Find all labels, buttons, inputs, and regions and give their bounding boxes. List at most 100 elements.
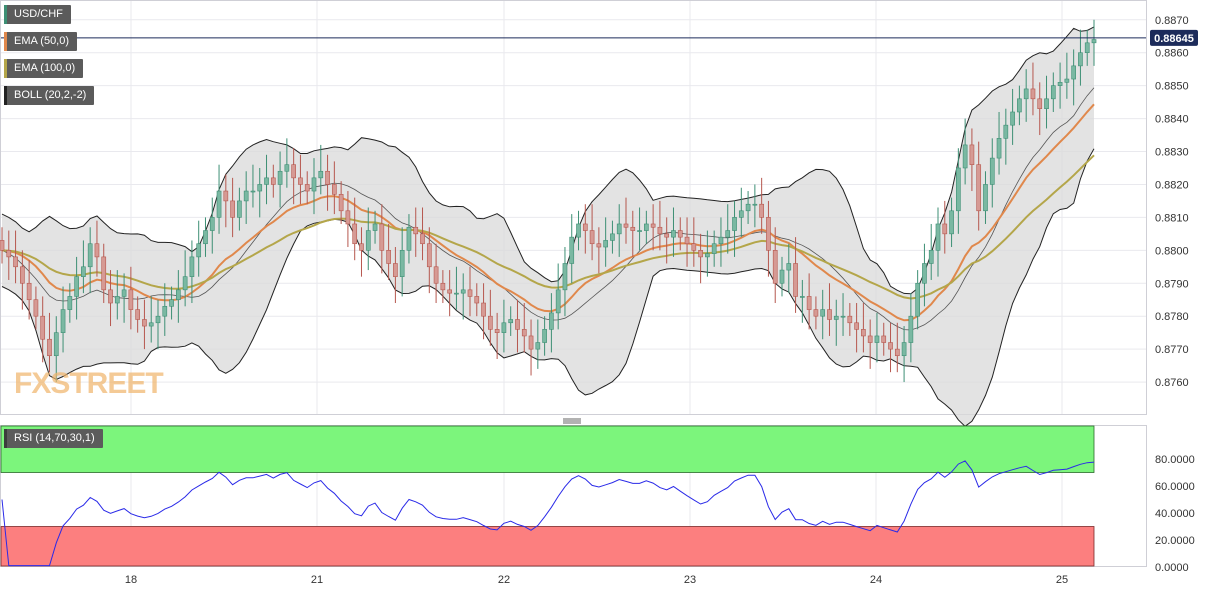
candle-body xyxy=(467,289,473,297)
candle-body xyxy=(935,223,941,251)
candle-body xyxy=(87,243,93,268)
candle-body xyxy=(922,263,927,284)
candle-body xyxy=(406,226,412,251)
candle-body xyxy=(359,243,364,251)
panel-resize-handle[interactable] xyxy=(562,418,582,424)
candle-body xyxy=(861,329,866,337)
y-tick-label: 0.8860 xyxy=(1155,48,1189,60)
legend-rsi[interactable]: RSI (14,70,30,1) xyxy=(4,429,103,448)
candle-body xyxy=(1050,85,1056,100)
candle-body xyxy=(47,338,52,357)
candle-body xyxy=(352,223,358,245)
candle-body xyxy=(332,184,337,195)
candle-body xyxy=(1017,98,1022,113)
candle-body xyxy=(67,296,73,310)
candle-body xyxy=(610,233,615,241)
legend-swatch xyxy=(4,32,7,51)
candle-body xyxy=(766,217,771,251)
candle-body xyxy=(901,342,907,357)
legend-swatch xyxy=(4,429,7,448)
legend-ema50[interactable]: EMA (50,0) xyxy=(4,32,78,51)
candle-body xyxy=(711,243,717,254)
candle-body xyxy=(637,230,642,232)
candle-body xyxy=(237,200,242,218)
legend-label: EMA (100,0) xyxy=(14,62,76,74)
legend-swatch xyxy=(4,5,7,24)
candle-body xyxy=(74,276,79,297)
candle-body xyxy=(745,203,751,212)
candle-body xyxy=(840,315,846,318)
candle-body xyxy=(1084,42,1090,53)
candle-body xyxy=(426,243,432,268)
legend-boll[interactable]: BOLL (20,2,-2) xyxy=(4,86,95,105)
candle-body xyxy=(671,230,676,238)
candle-body xyxy=(732,217,737,231)
candle-body xyxy=(108,289,113,304)
candle-body xyxy=(169,299,174,307)
candle-body xyxy=(433,266,439,284)
candle-body xyxy=(589,230,595,245)
candle-body xyxy=(101,256,107,291)
candle-body xyxy=(677,230,683,238)
rsi-y-tick-label: 60.0000 xyxy=(1155,481,1195,493)
candle-body xyxy=(1037,98,1043,109)
candle-body xyxy=(6,250,12,258)
candle-body xyxy=(114,296,120,304)
y-tick-label: 0.8870 xyxy=(1155,15,1189,27)
candle-body xyxy=(345,210,351,225)
candle-body xyxy=(1071,65,1076,80)
candle-body xyxy=(576,223,581,238)
candle-body xyxy=(786,263,792,271)
candle-body xyxy=(372,223,378,231)
bollinger-fill xyxy=(2,26,1094,427)
candle-body xyxy=(494,329,500,333)
candle-body xyxy=(20,266,25,284)
candle-body xyxy=(196,243,202,258)
candle-body xyxy=(867,335,873,343)
candle-body xyxy=(582,223,588,231)
x-tick-label: 23 xyxy=(684,574,696,586)
candle-body xyxy=(596,243,602,248)
candle-body xyxy=(623,223,629,228)
candle-body xyxy=(304,184,310,192)
y-tick-label: 0.8820 xyxy=(1155,179,1189,191)
legend-ema100[interactable]: EMA (100,0) xyxy=(4,59,84,78)
rsi-y-tick-label: 80.0000 xyxy=(1155,454,1195,466)
candle-body xyxy=(142,319,147,327)
candle-body xyxy=(481,302,486,317)
legend-symbol[interactable]: USD/CHF xyxy=(4,5,71,24)
candle-body xyxy=(508,319,514,324)
candle-body xyxy=(60,309,66,333)
rsi-y-tick-label: 40.0000 xyxy=(1155,508,1195,520)
candle-body xyxy=(318,170,324,179)
candle-body xyxy=(827,309,832,320)
candle-body xyxy=(562,263,568,291)
candle-body xyxy=(684,236,690,245)
candle-body xyxy=(413,226,419,235)
candle-body xyxy=(1030,88,1036,100)
y-tick-label: 0.8810 xyxy=(1155,212,1189,224)
candle-body xyxy=(555,289,561,314)
candle-body xyxy=(725,230,731,238)
last-price-badge xyxy=(1150,29,1198,46)
candle-body xyxy=(216,190,222,218)
candle-body xyxy=(1078,52,1083,67)
candle-body xyxy=(908,315,914,343)
candle-body xyxy=(81,266,86,277)
bollinger-lower xyxy=(1,148,1095,427)
candle-body xyxy=(298,177,303,185)
candle-body xyxy=(121,289,127,297)
candle-body xyxy=(250,190,256,193)
candle-body xyxy=(189,256,195,277)
candle-body xyxy=(155,315,161,324)
candle-body xyxy=(53,332,59,357)
candle-body xyxy=(630,226,636,231)
candle-body xyxy=(1057,82,1063,86)
fxstreet-watermark: FXSTREET xyxy=(14,367,163,400)
candle-body xyxy=(365,230,371,251)
candle-body xyxy=(209,217,215,231)
candle-body xyxy=(474,296,480,304)
candle-body xyxy=(915,282,920,317)
candle-body xyxy=(603,240,608,248)
